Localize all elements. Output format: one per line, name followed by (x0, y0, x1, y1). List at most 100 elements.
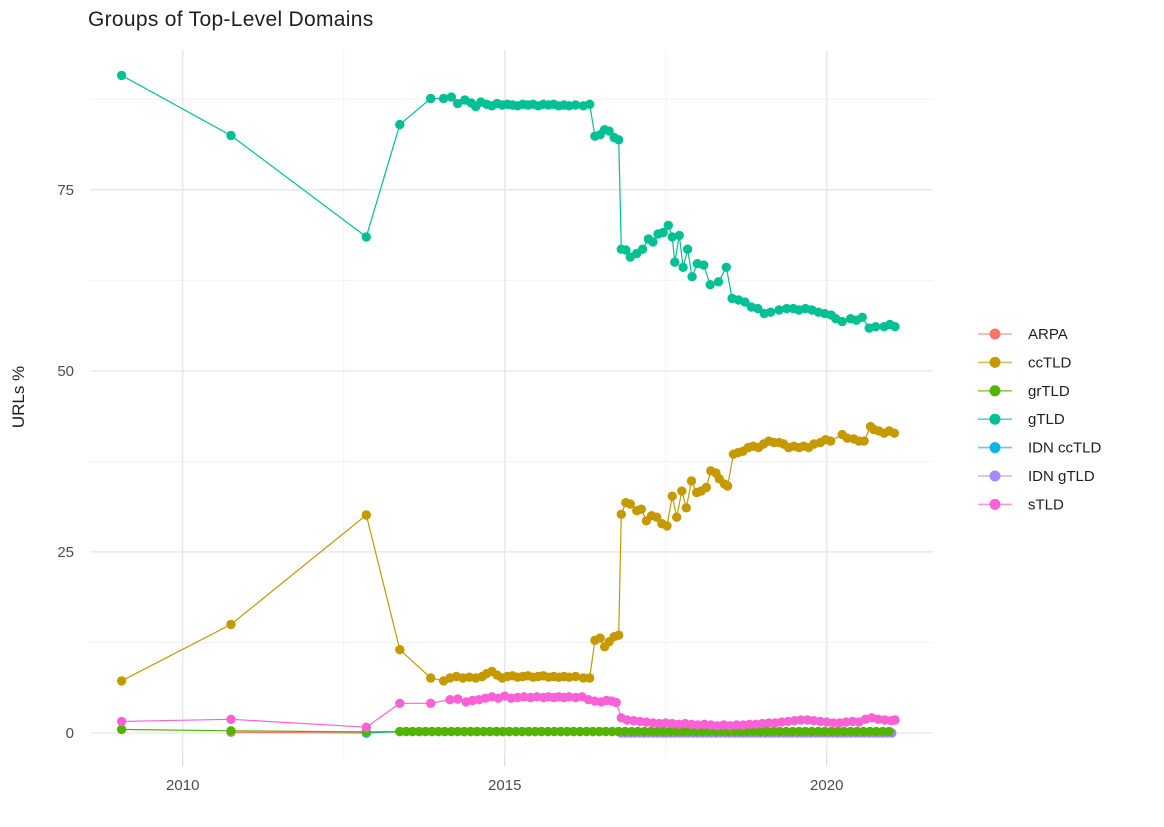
data-point (116, 676, 127, 686)
data-point (611, 697, 621, 708)
legend-item-arpa: ARPA (978, 326, 1068, 343)
y-tick-label: 25 (57, 544, 74, 561)
chart-title: Groups of Top-Level Domains (88, 8, 374, 31)
data-point (699, 260, 709, 270)
data-point (116, 716, 127, 727)
data-point (453, 98, 463, 109)
data-point (682, 244, 693, 254)
legend-key-dot (989, 356, 1001, 368)
data-point (517, 726, 527, 737)
x-tick-label: 2010 (166, 777, 199, 794)
data-point (116, 724, 127, 735)
data-point (570, 100, 581, 110)
data-point (361, 510, 371, 520)
data-point (614, 726, 624, 737)
legend: ARPA ccTLD grTLD gTLD IDN ccTLD IDN gTLD sTLD (978, 326, 1102, 513)
series-stld (116, 691, 900, 732)
data-point (697, 726, 708, 737)
data-point (672, 512, 682, 522)
legend-key-dot (989, 470, 1001, 482)
legend-label: ccTLD (1028, 354, 1072, 371)
data-point (807, 726, 817, 737)
data-point (504, 726, 514, 737)
legend-label: grTLD (1028, 383, 1070, 400)
series-line (230, 731, 367, 734)
data-point (614, 135, 624, 145)
legend-label: gTLD (1028, 411, 1065, 428)
data-point (395, 698, 405, 708)
data-point (395, 645, 405, 655)
legend-item-cctld: ccTLD (978, 354, 1072, 371)
data-point (601, 726, 611, 737)
data-point (774, 305, 784, 315)
data-point (472, 726, 482, 737)
legend-key-dot (989, 385, 1001, 397)
data-point (636, 504, 646, 514)
data-point (762, 726, 772, 737)
legend-item-grtld: grTLD (978, 383, 1070, 400)
data-point (678, 262, 688, 272)
data-point (667, 491, 677, 501)
data-point (648, 237, 658, 247)
y-tick-label: 75 (57, 182, 74, 199)
series-gtld (116, 70, 900, 333)
data-point (485, 726, 495, 737)
data-point (857, 312, 867, 322)
series-cctld (116, 421, 900, 686)
x-tick-label: 2015 (488, 777, 521, 794)
y-tick-label: 0 (66, 725, 74, 742)
data-point (570, 671, 581, 682)
data-point (677, 486, 687, 496)
legend-key-dot (989, 498, 1001, 510)
data-point (825, 436, 836, 446)
data-point (585, 673, 595, 683)
legend-key-dot (989, 328, 1001, 340)
legend-label: IDN gTLD (1028, 468, 1095, 485)
y-axis-tick-labels: 0 25 50 75 (57, 182, 74, 742)
data-point (426, 673, 436, 683)
data-point (652, 512, 662, 522)
data-point (621, 245, 631, 255)
data-point (226, 714, 236, 724)
data-point (568, 726, 579, 737)
data-point (361, 232, 371, 242)
data-point (884, 726, 894, 737)
axis-ticks (182, 758, 828, 766)
series-arpa (226, 727, 371, 738)
data-point (446, 92, 456, 102)
data-point (674, 230, 684, 241)
data-point (662, 521, 672, 531)
data-point (753, 303, 763, 314)
data-point (722, 481, 733, 491)
data-point (687, 272, 697, 282)
data-point (420, 726, 431, 737)
data-point (581, 726, 592, 737)
data-point (782, 303, 792, 314)
gridlines (90, 50, 933, 758)
data-point (890, 715, 900, 725)
data-point (536, 726, 547, 737)
data-point (839, 726, 849, 737)
data-point (670, 257, 680, 267)
data-point (585, 99, 595, 110)
data-point (453, 694, 463, 704)
data-point (226, 130, 236, 141)
data-point (871, 726, 881, 737)
legend-label: sTLD (1028, 496, 1064, 513)
data-point (637, 244, 648, 254)
data-point (426, 698, 436, 708)
legend-item-idn-cctld: IDN ccTLD (978, 440, 1102, 457)
data-point (663, 220, 673, 230)
legend-label: IDN ccTLD (1028, 440, 1102, 457)
data-point (453, 726, 463, 737)
data-point (440, 726, 450, 737)
legend-item-idn-gtld: IDN gTLD (978, 468, 1095, 485)
data-point (681, 503, 691, 513)
data-point (837, 316, 847, 327)
series-line (121, 74, 896, 329)
data-point (595, 633, 605, 643)
data-point (871, 322, 881, 332)
series-grtld (116, 724, 894, 737)
